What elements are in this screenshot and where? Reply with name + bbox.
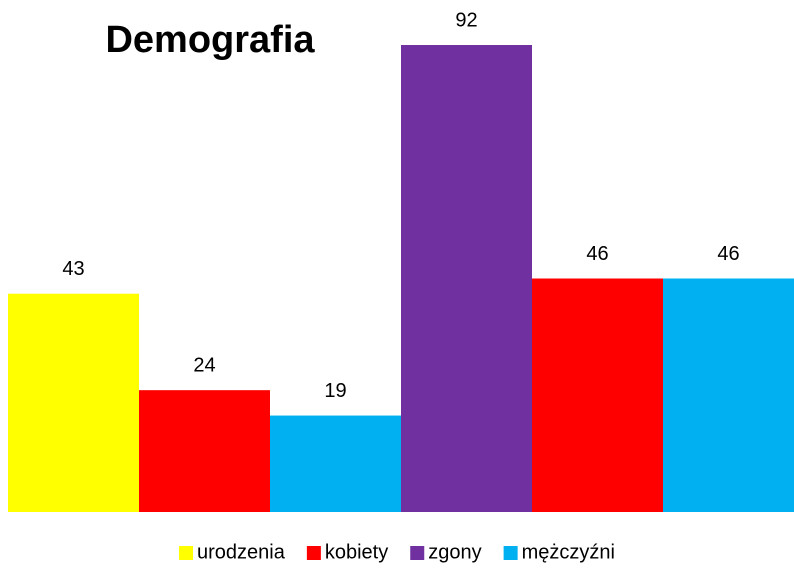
bar [532,278,663,512]
data-label: 46 [586,243,608,265]
data-label: 19 [324,380,346,402]
data-label: 43 [62,258,84,280]
bar [270,415,401,512]
legend-label: urodzenia [197,541,286,563]
bar [139,390,270,512]
legend-swatch [179,546,194,560]
data-label: 24 [193,354,215,376]
legend-swatch [503,546,518,560]
bar [8,293,139,512]
chart-title: Demografia [105,19,315,61]
bar [401,45,532,512]
bar [663,278,794,512]
data-label: 92 [455,9,477,31]
legend-swatch [306,546,321,560]
legend-label: mężczyźni [522,541,615,563]
legend-label: kobiety [325,541,388,563]
legend-label: zgony [428,541,481,563]
data-label: 46 [717,243,739,265]
legend-swatch [410,546,425,560]
